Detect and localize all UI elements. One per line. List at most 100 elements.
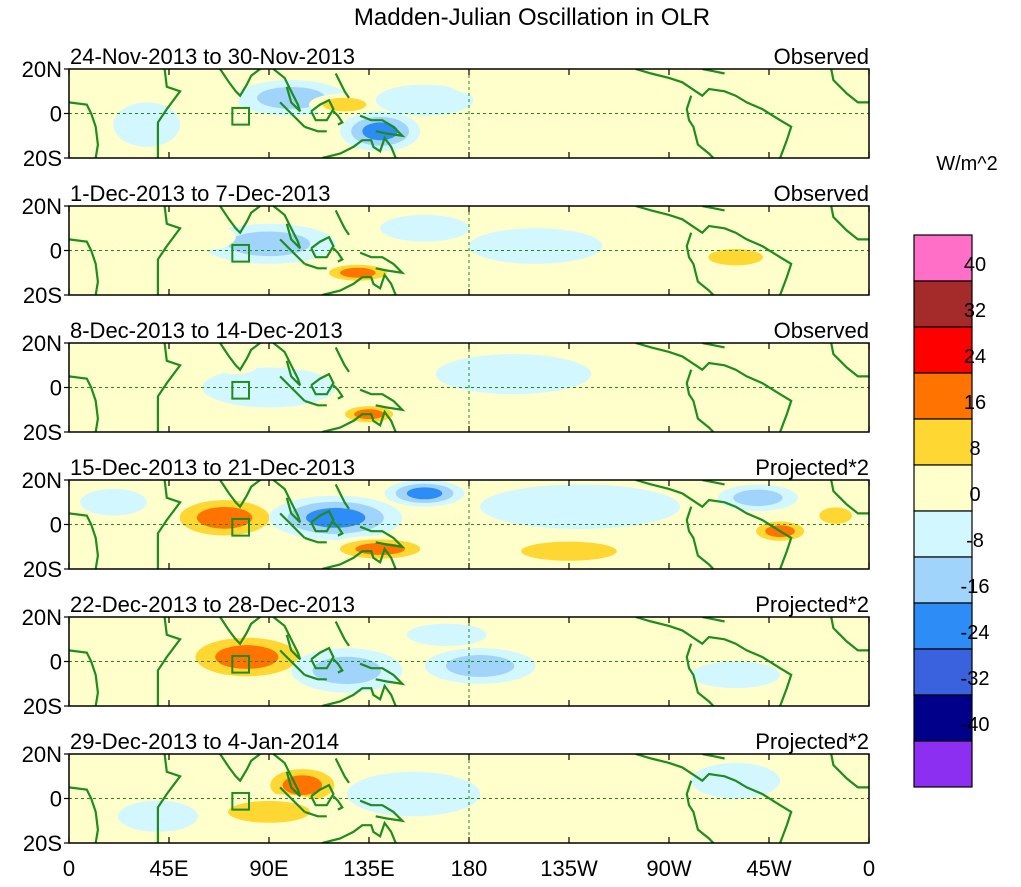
index-region-box bbox=[231, 380, 250, 400]
panel-label: Projected*2 bbox=[755, 592, 869, 617]
coastline bbox=[635, 617, 793, 706]
coastlines bbox=[69, 480, 869, 569]
x-tick-label: 45W bbox=[746, 856, 791, 881]
index-region-box bbox=[231, 654, 250, 674]
panel: 20N 0 20S 29-Dec-2013 to 4-Jan-2014 Projecte… bbox=[22, 729, 870, 856]
anomaly-contour bbox=[355, 543, 405, 555]
anomaly-contour bbox=[819, 507, 853, 524]
coastline bbox=[272, 343, 302, 387]
colorbar-swatch bbox=[913, 418, 973, 466]
coastline bbox=[322, 135, 397, 158]
anomaly-contour bbox=[306, 507, 366, 528]
panel-period: 1-Dec-2013 to 7-Dec-2013 bbox=[70, 181, 330, 206]
coastline bbox=[322, 820, 397, 843]
anomaly-contour bbox=[731, 394, 785, 417]
coastline bbox=[304, 536, 327, 544]
coastline bbox=[156, 206, 182, 295]
coastline bbox=[279, 649, 306, 676]
panel: 20N 0 20S 15-Dec-2013 to 21-Dec-2013 Project… bbox=[22, 455, 870, 582]
anomaly-contour bbox=[521, 541, 617, 561]
coastline bbox=[685, 95, 715, 158]
index-region-box bbox=[231, 517, 250, 537]
colorbar-level-label: -40 bbox=[961, 714, 990, 736]
anomaly-contour bbox=[435, 354, 592, 395]
coastline bbox=[322, 683, 397, 706]
coastlines bbox=[69, 754, 869, 843]
coastline bbox=[279, 375, 306, 402]
colorbar-swatch bbox=[913, 326, 973, 374]
coastline bbox=[219, 754, 261, 783]
coastline bbox=[685, 780, 715, 843]
index-region-box bbox=[231, 791, 250, 811]
coastline bbox=[279, 512, 306, 539]
colorbar-swatch bbox=[913, 464, 973, 512]
anomaly-contour bbox=[769, 208, 836, 231]
coastline bbox=[69, 101, 100, 158]
colorbar-swatch bbox=[913, 648, 973, 696]
coastline bbox=[69, 512, 100, 569]
x-tick-label: 180 bbox=[451, 856, 488, 881]
coastline bbox=[156, 617, 182, 706]
y-tick-label: 0 bbox=[50, 787, 62, 812]
y-tick-label: 20S bbox=[23, 831, 62, 856]
colorbar-swatch bbox=[913, 234, 973, 282]
coastline bbox=[635, 480, 793, 569]
coastline bbox=[69, 238, 100, 295]
coastline bbox=[322, 272, 397, 295]
colorbar-level-label: -24 bbox=[961, 622, 990, 644]
y-tick-label: 20S bbox=[23, 420, 62, 445]
panel-label: Observed bbox=[774, 44, 869, 69]
coastline bbox=[279, 786, 306, 813]
colorbar-level-label: 40 bbox=[964, 254, 986, 276]
coastline bbox=[830, 480, 869, 515]
anomaly-contour bbox=[340, 267, 376, 278]
coastlines bbox=[69, 206, 869, 295]
colorbar-swatch bbox=[913, 602, 973, 650]
coastline bbox=[304, 810, 327, 818]
coastline bbox=[334, 758, 350, 784]
coastline bbox=[334, 209, 350, 236]
chart-title: Madden-Julian Oscillation in OLR bbox=[354, 4, 710, 31]
coastline bbox=[635, 206, 793, 295]
coastline bbox=[304, 399, 327, 407]
anomaly-contour bbox=[613, 69, 725, 105]
anomaly-contour bbox=[80, 630, 147, 658]
y-tick-label: 0 bbox=[50, 102, 62, 127]
x-tick-label: 0 bbox=[63, 856, 75, 881]
coastline bbox=[334, 621, 350, 647]
coastline bbox=[272, 69, 302, 113]
coastline bbox=[685, 506, 715, 569]
y-tick-label: 0 bbox=[50, 650, 62, 675]
coastline bbox=[219, 206, 261, 235]
y-tick-label: 20S bbox=[23, 146, 62, 171]
coastline bbox=[635, 69, 793, 158]
coastline bbox=[304, 125, 327, 133]
x-tick-label: 135W bbox=[540, 856, 598, 881]
anomaly-contour bbox=[469, 228, 603, 264]
coastline bbox=[272, 206, 302, 250]
coastline bbox=[685, 369, 715, 432]
colorbar: 40 32 24 16 8 0 -8 -16 -24 -32 -40 bbox=[913, 234, 990, 788]
coastline bbox=[279, 238, 306, 265]
anomaly-contour bbox=[691, 661, 781, 689]
coastline bbox=[156, 69, 182, 158]
anomaly-contour bbox=[186, 82, 241, 110]
anomaly-contour bbox=[446, 69, 581, 98]
coastline bbox=[359, 662, 406, 686]
x-tick-label: 135E bbox=[343, 856, 394, 881]
colorbar-level-label: -8 bbox=[966, 530, 984, 552]
colorbar-level-label: 32 bbox=[964, 300, 986, 322]
coastline bbox=[272, 754, 302, 798]
colorbar-level-label: 24 bbox=[964, 346, 986, 368]
coastline bbox=[156, 754, 182, 843]
anomaly-contour bbox=[480, 484, 681, 529]
coastline bbox=[272, 480, 302, 524]
coastline bbox=[310, 646, 335, 670]
anomaly-contour bbox=[380, 214, 469, 242]
coastline bbox=[219, 343, 261, 372]
coastline bbox=[69, 786, 100, 843]
coastline bbox=[334, 73, 350, 99]
panel: 20N 0 20S 24-Nov-2013 to 30-Nov-2013 Observe… bbox=[22, 44, 870, 171]
panel-period: 8-Dec-2013 to 14-Dec-2013 bbox=[70, 318, 343, 343]
panel-period: 22-Dec-2013 to 28-Dec-2013 bbox=[70, 592, 355, 617]
